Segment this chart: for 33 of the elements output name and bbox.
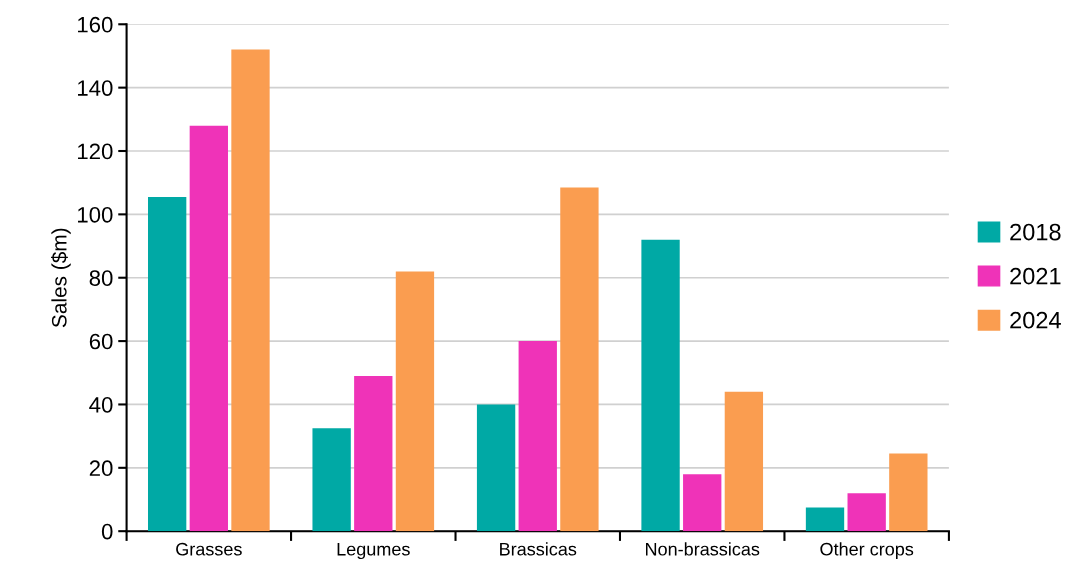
bar [724,391,764,532]
bar [641,239,680,532]
bar [518,341,557,532]
bar [354,375,393,532]
y-tick-label: 20 [89,460,113,477]
y-tick-label: 80 [89,270,113,286]
bar [560,187,599,532]
x-tick-label: Legumes [337,542,410,560]
y-tick-label: 0 [101,523,113,540]
x-tick-label: Grasses [176,542,242,556]
y-tick-label: 140 [78,80,113,96]
bar [231,49,270,532]
bar [476,404,516,532]
bar [889,453,928,532]
y-tick-label: 40 [89,396,113,413]
bar [312,428,351,532]
x-tick-label: Non-brassicas [646,542,760,556]
x-tick-label: Brassicas [500,542,577,556]
legend-label: 2021 [1010,267,1061,285]
bar [805,507,845,532]
legend-label: 2018 [1010,223,1061,241]
legend-label: 2024 [1010,311,1061,329]
bar [395,271,435,532]
y-tick-label: 160 [78,16,113,33]
y-tick-label: 100 [78,206,113,223]
bar [189,125,228,532]
bar [683,474,722,532]
bar [847,493,886,532]
y-tick-label: 120 [78,143,113,160]
y-tick-label: 60 [89,333,113,350]
y-axis-title: Sales ($m) [51,228,71,328]
x-tick-label: Other crops [820,542,914,560]
bar [148,196,187,532]
